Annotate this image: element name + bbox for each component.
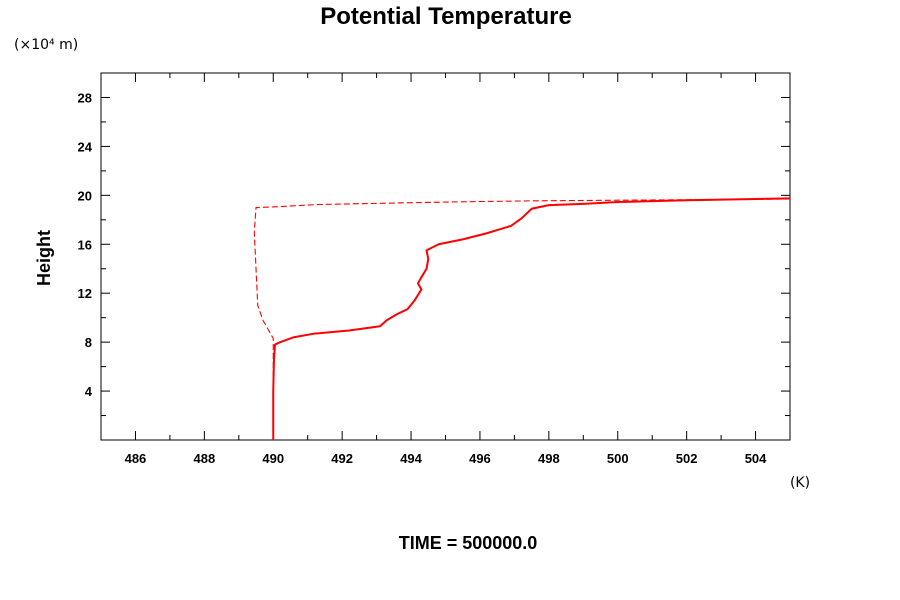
x-tick-label: 490 bbox=[262, 451, 284, 466]
y-tick-label: 16 bbox=[78, 237, 92, 252]
y-tick-label: 20 bbox=[78, 188, 92, 203]
plot-frame bbox=[100, 72, 791, 441]
x-tick-label: 504 bbox=[745, 451, 767, 466]
x-tick-label: 492 bbox=[331, 451, 353, 466]
y-unit-label: (×10⁴ m) bbox=[14, 37, 78, 53]
y-tick-label: 12 bbox=[78, 286, 92, 301]
y-tick-label: 24 bbox=[78, 139, 93, 154]
x-tick-label: 500 bbox=[607, 451, 629, 466]
x-tick-label: 494 bbox=[400, 451, 422, 466]
y-tick-label: 8 bbox=[85, 335, 92, 350]
time-footer: TIME = 500000.0 bbox=[399, 533, 538, 553]
x-tick-label: 496 bbox=[469, 451, 491, 466]
x-tick-label: 488 bbox=[193, 451, 215, 466]
y-axis-label: Height bbox=[34, 230, 54, 286]
plot-area: 486 488 490 492 494 496 498 500 502 504 4 8 12 16 20 24… bbox=[78, 72, 791, 466]
chart-title: Potential Temperature bbox=[320, 3, 572, 30]
x-tick-label: 486 bbox=[125, 451, 147, 466]
series-line-dashed bbox=[253, 198, 790, 440]
y-tick-label: 28 bbox=[78, 90, 92, 105]
series-line-solid bbox=[272, 197, 790, 440]
x-unit-label: (K) bbox=[790, 475, 810, 491]
x-tick-label: 498 bbox=[538, 451, 560, 466]
y-tick-label: 4 bbox=[85, 384, 93, 399]
x-tick-label: 502 bbox=[676, 451, 698, 466]
